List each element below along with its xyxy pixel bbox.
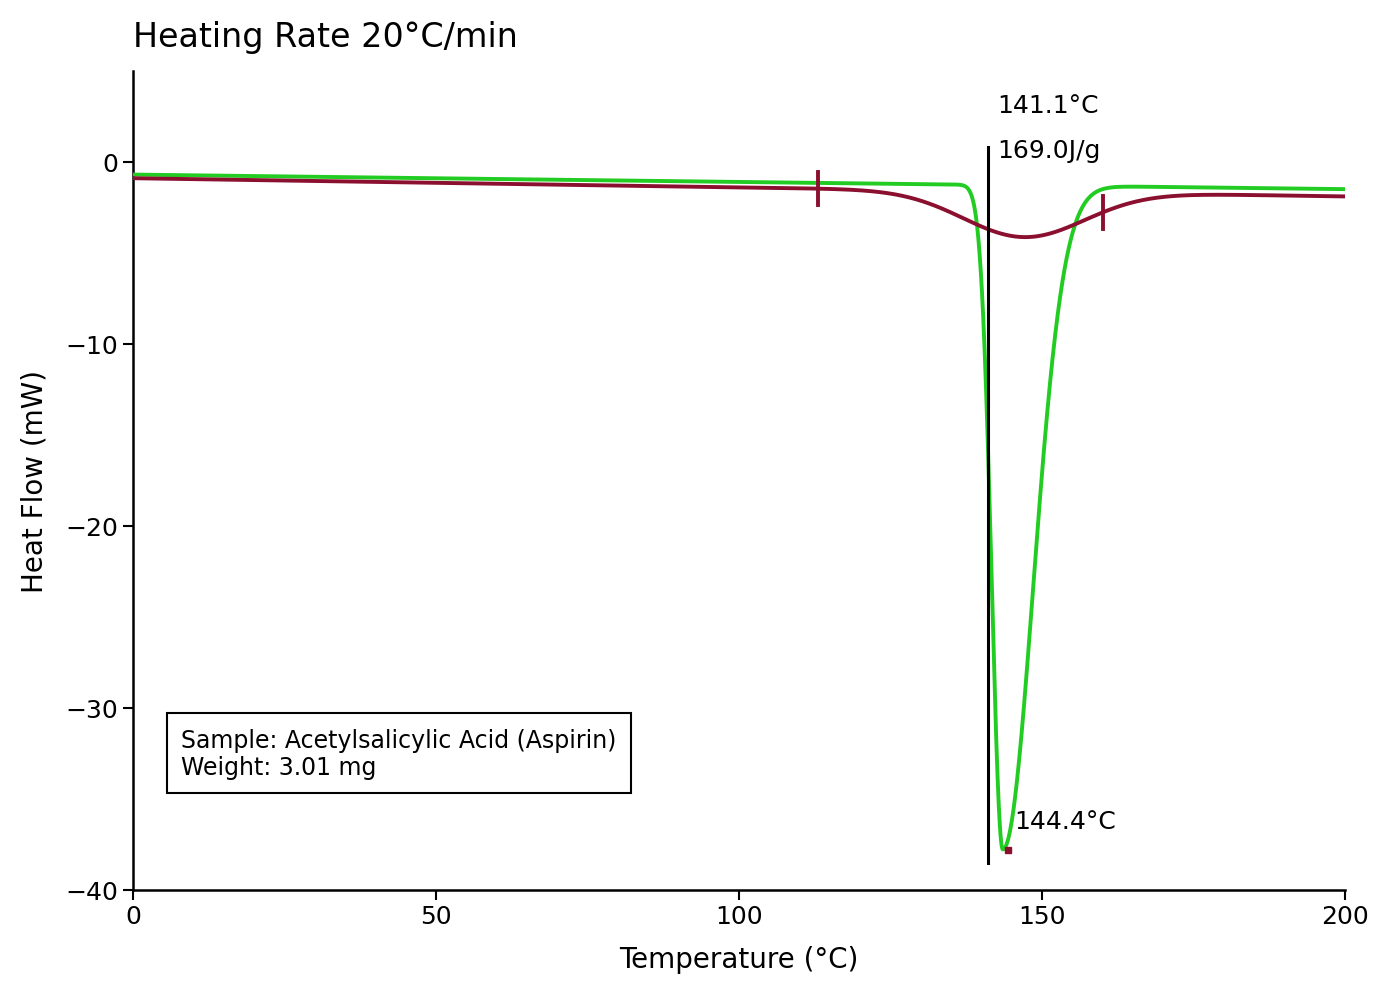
Y-axis label: Heat Flow (mW): Heat Flow (mW) xyxy=(21,370,49,592)
Text: 144.4°C: 144.4°C xyxy=(1015,809,1116,833)
X-axis label: Temperature (°C): Temperature (°C) xyxy=(620,945,859,973)
Text: Sample: Acetylsalicylic Acid (Aspirin)
Weight: 3.01 mg: Sample: Acetylsalicylic Acid (Aspirin) W… xyxy=(182,728,617,779)
Text: Heating Rate 20°C/min: Heating Rate 20°C/min xyxy=(133,21,518,54)
Text: 169.0J/g: 169.0J/g xyxy=(998,139,1101,163)
Text: 141.1°C: 141.1°C xyxy=(998,93,1099,117)
